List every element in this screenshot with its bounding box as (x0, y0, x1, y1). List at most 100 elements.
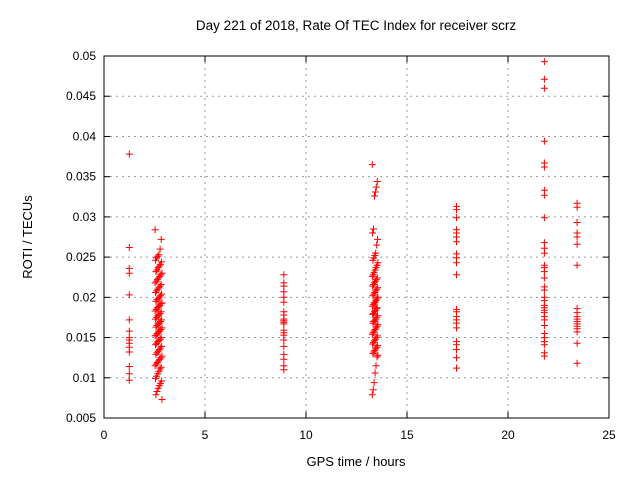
data-point (151, 332, 159, 340)
data-point (369, 282, 377, 290)
data-point (368, 391, 376, 399)
data-point (152, 331, 160, 339)
data-point (573, 339, 581, 347)
data-point (369, 386, 377, 394)
data-point (370, 379, 378, 387)
data-point (368, 161, 376, 169)
x-tick-label: 10 (299, 428, 313, 442)
data-point (368, 272, 376, 280)
data-point (153, 349, 161, 357)
data-point (368, 302, 376, 310)
y-tick-label: 0.01 (73, 371, 97, 385)
data-point (152, 297, 160, 305)
data-point (125, 244, 133, 251)
data-point (125, 327, 133, 335)
data-point (153, 287, 161, 295)
data-point (370, 290, 378, 298)
x-tick-label: 20 (501, 428, 515, 442)
y-tick-label: 0.04 (73, 129, 97, 143)
data-point (152, 360, 160, 368)
data-point (369, 301, 377, 309)
data-point (540, 163, 548, 171)
data-point (370, 299, 378, 307)
data-point (370, 281, 377, 288)
data-point (280, 320, 288, 328)
data-point (371, 188, 379, 196)
data-point (573, 359, 581, 367)
data-point (540, 191, 548, 199)
y-tick-label: 0.03 (73, 210, 97, 224)
data-point (369, 329, 377, 337)
grid-layer (104, 56, 609, 418)
chart-title: Day 221 of 2018, Rate Of TEC Index for r… (196, 18, 516, 33)
data-point (125, 370, 133, 378)
x-tick-label: 5 (202, 428, 209, 442)
data-point (453, 214, 460, 222)
data-point (374, 351, 382, 359)
y-tick-label: 0.02 (73, 290, 97, 304)
data-point (540, 84, 548, 92)
data-point (152, 268, 160, 276)
data-point (453, 206, 460, 214)
data-point (280, 342, 288, 350)
y-axis-label: ROTI / TECUs (20, 195, 35, 279)
data-point (125, 291, 133, 299)
data-point (370, 225, 377, 233)
data-point (453, 259, 460, 267)
data-point (152, 350, 160, 358)
data-point (125, 150, 133, 158)
data-point (540, 286, 548, 294)
data-point (453, 271, 460, 279)
data-point (540, 58, 548, 66)
data-point (370, 318, 378, 325)
data-point (280, 355, 288, 363)
data-point (369, 319, 377, 327)
data-point (155, 262, 163, 270)
data-point (151, 226, 159, 234)
data-point (372, 183, 380, 191)
data-point (151, 279, 159, 287)
data-point (154, 252, 162, 260)
x-tick-label: 0 (101, 428, 108, 442)
data-point (369, 340, 377, 348)
data-point (280, 298, 288, 306)
x-tick-label: 25 (602, 428, 616, 442)
y-tick-label: 0.035 (66, 170, 96, 184)
data-point (370, 348, 378, 356)
data-point (453, 238, 460, 246)
data-point (453, 364, 460, 372)
data-point (540, 322, 548, 329)
data-point (152, 341, 159, 349)
data-point (153, 388, 161, 395)
data-point (540, 268, 548, 276)
data-point (152, 305, 160, 313)
data-point (372, 362, 380, 370)
data-point (369, 350, 377, 358)
data-point (573, 203, 581, 211)
data-point (152, 277, 160, 285)
data-point (540, 274, 548, 282)
data-point (573, 233, 581, 241)
data-point (453, 346, 460, 354)
data-point (369, 292, 377, 300)
y-tick-label: 0.025 (66, 250, 96, 264)
ticks-layer (103, 55, 610, 419)
data-point (152, 323, 160, 331)
data-point (125, 316, 133, 324)
data-point (374, 235, 382, 243)
data-point (152, 256, 159, 264)
data-point (153, 296, 161, 304)
data-point (151, 362, 159, 370)
data-point (158, 396, 166, 403)
data-point (152, 289, 159, 296)
data-point (280, 366, 288, 374)
data-point (540, 214, 548, 222)
data-point (369, 271, 377, 279)
data-point (372, 276, 380, 284)
data-point (373, 178, 381, 185)
y-tick-label: 0.005 (66, 411, 96, 425)
data-point (370, 338, 377, 346)
data-point (125, 376, 133, 384)
data-point (152, 315, 159, 323)
